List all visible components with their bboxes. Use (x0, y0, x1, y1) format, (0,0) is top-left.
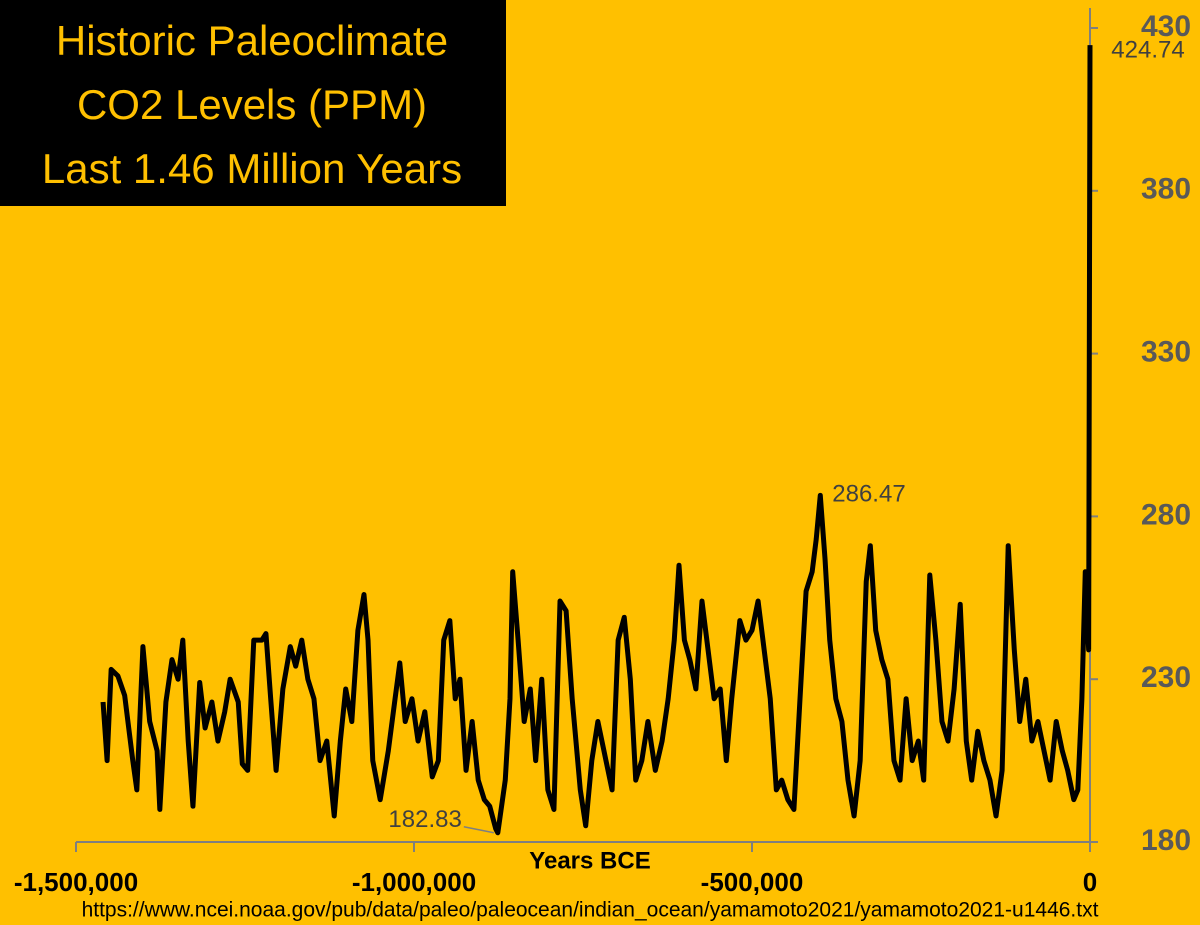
chart-title: Last 1.46 Million Years (42, 145, 462, 192)
data-line (100, 45, 1093, 836)
leader-line (463, 826, 494, 834)
y-tick-label: 380 (1141, 173, 1191, 206)
annotation: 286.47 (832, 481, 905, 508)
x-tick-label: -1,000,000 (352, 867, 476, 897)
y-tick-label: 230 (1141, 661, 1191, 694)
source: https://www.ncei.noaa.gov/pub/data/paleo… (82, 899, 1099, 922)
y-tick-label: 280 (1141, 498, 1191, 531)
x-tick-label: -500,000 (701, 867, 804, 897)
y-tick-label: 330 (1141, 336, 1191, 369)
y-tick-label: 430 (1141, 10, 1191, 43)
chart-title: CO2 Levels (PPM) (77, 81, 427, 128)
x-tick-label: -1,500,000 (14, 867, 138, 897)
chart-title: Historic Paleoclimate (56, 17, 448, 64)
annotation: 182.83 (388, 806, 461, 833)
title-box (0, 0, 506, 206)
annotation: 424.74 (1111, 36, 1184, 63)
x-tick-label: 0 (1083, 867, 1097, 897)
x-axis-label: Years BCE (529, 847, 650, 874)
y-tick-label: 180 (1141, 824, 1191, 857)
